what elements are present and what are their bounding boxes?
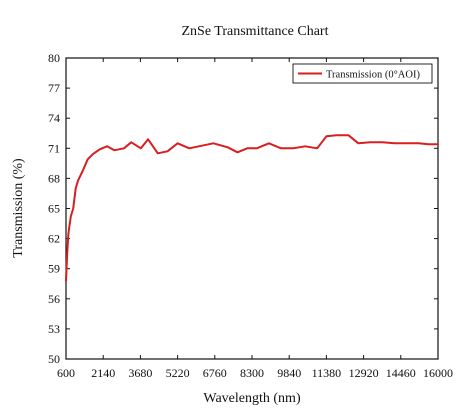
x-tick-label: 14460 xyxy=(386,366,416,380)
x-tick-label: 12920 xyxy=(349,366,379,380)
y-tick-label: 53 xyxy=(48,322,60,336)
legend-box xyxy=(292,63,433,84)
y-tick-label: 68 xyxy=(48,171,60,185)
x-tick-label: 5220 xyxy=(166,366,190,380)
x-tick-label: 2140 xyxy=(91,366,115,380)
y-axis-ticks: 50 53 56 59 62 65 68 71 74 77 80 xyxy=(48,51,438,366)
series-line-transmission xyxy=(65,134,439,282)
y-tick-label: 77 xyxy=(48,81,60,95)
x-tick-label: 6760 xyxy=(203,366,227,380)
y-tick-label: 65 xyxy=(48,202,60,216)
y-tick-label: 56 xyxy=(48,292,60,306)
legend-label: Transmission (0°AOI) xyxy=(326,70,420,81)
x-tick-label: 9840 xyxy=(277,366,301,380)
y-tick-label: 80 xyxy=(48,51,60,65)
plot-frame xyxy=(65,57,439,360)
x-tick-label: 600 xyxy=(57,366,75,380)
y-axis-label: Transmission (%) xyxy=(11,158,26,258)
y-tick-label: 74 xyxy=(48,111,60,125)
y-tick-label: 50 xyxy=(48,352,60,366)
legend: Transmission (0°AOI) xyxy=(292,63,433,84)
series-layer xyxy=(65,134,439,282)
x-axis-ticks: 600 2140 3680 5220 6760 8300 9840 11380 12920 144… xyxy=(57,58,453,380)
y-tick-label: 62 xyxy=(48,232,60,246)
x-tick-label: 11380 xyxy=(312,366,342,380)
x-tick-label: 8300 xyxy=(240,366,264,380)
y-tick-label: 59 xyxy=(48,262,60,276)
x-tick-label: 16000 xyxy=(423,366,453,380)
x-tick-label: 3680 xyxy=(128,366,152,380)
x-axis-label: Wavelength (nm) xyxy=(203,391,301,406)
chart-title: ZnSe Transmittance Chart xyxy=(182,24,329,39)
y-tick-label: 71 xyxy=(48,141,60,155)
